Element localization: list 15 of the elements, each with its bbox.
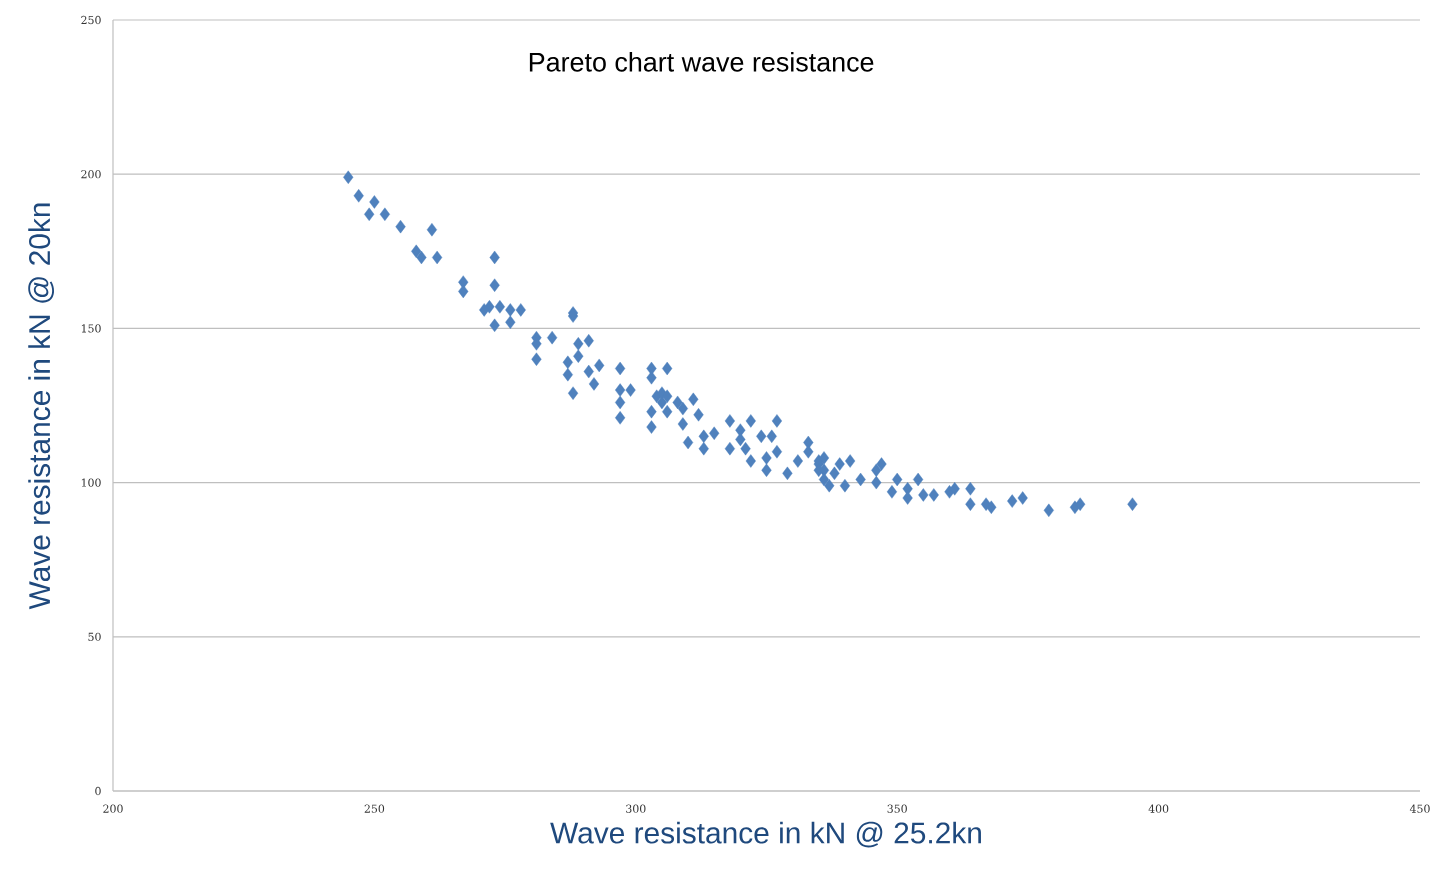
x-tick-label: 450 — [1409, 804, 1430, 813]
y-tick-label: 0 — [95, 786, 101, 796]
y-tick-label: 200 — [81, 170, 101, 179]
y-tick-label: 100 — [81, 478, 101, 487]
x-tick-label: 350 — [887, 804, 907, 813]
y-axis-title: Wave resistance in kN @ 20kn — [28, 203, 55, 610]
x-tick-label: 200 — [103, 804, 123, 813]
x-axis-title: Wave resistance in kN @ 25.2kn — [550, 821, 981, 848]
x-tick-label: 300 — [626, 804, 646, 813]
y-tick-label: 250 — [81, 15, 101, 25]
y-tick-label: 50 — [88, 632, 101, 641]
y-tick-label: 150 — [81, 324, 101, 333]
x-tick-label: 400 — [1148, 804, 1169, 813]
x-tick-label: 250 — [364, 804, 385, 813]
text: Pareto chart wave resistance — [529, 51, 874, 72]
